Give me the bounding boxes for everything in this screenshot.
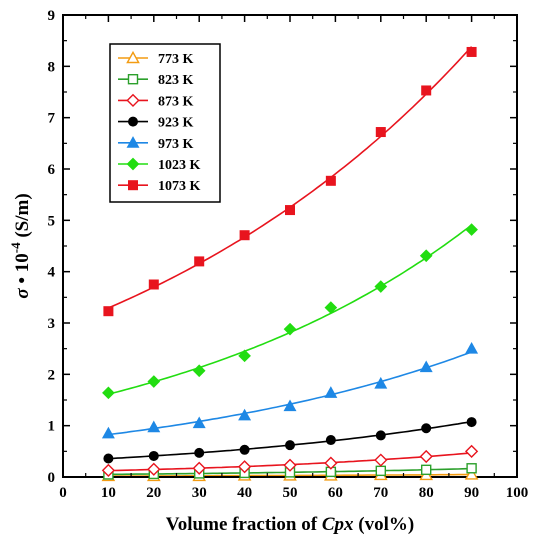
y-tick-label: 6 — [48, 162, 56, 178]
y-tick-labels: 0 1 2 3 4 5 6 7 8 9 — [48, 8, 56, 486]
marker-series-3-point-7 — [421, 423, 432, 434]
marker-series-6-point-8 — [466, 46, 477, 57]
x-tick-label: 0 — [59, 485, 67, 501]
legend-label-5: 1023 K — [158, 158, 201, 173]
y-tick-label: 0 — [48, 470, 56, 486]
y-tick-label: 1 — [48, 419, 56, 435]
marker-series-4-point-4 — [283, 399, 297, 412]
marker-series-4-point-5 — [324, 386, 338, 398]
x-tick-label: 40 — [237, 485, 252, 501]
marker-series-4-point-6 — [374, 376, 388, 389]
marker-series-4-point-3 — [238, 408, 252, 421]
marker-series-6-point-6 — [375, 127, 386, 138]
marker-series-5-point-8 — [465, 223, 478, 236]
legend: 773 K 823 K 873 K 923 K 973 K 1023 K 1073 K — [109, 43, 221, 203]
marker-series-3-point-1 — [148, 450, 159, 461]
legend-label-4: 973 K — [158, 137, 194, 152]
legend-marker-4 — [126, 136, 140, 148]
marker-series-2-point-8 — [464, 444, 479, 458]
x-tick-label: 20 — [146, 485, 161, 501]
x-tick-label: 100 — [506, 485, 529, 501]
y-tick-label: 9 — [48, 8, 56, 24]
y-tick-label: 5 — [48, 213, 56, 229]
legend-marker-1 — [127, 73, 139, 85]
marker-series-3-point-5 — [325, 435, 336, 446]
marker-series-4-point-7 — [419, 360, 433, 373]
marker-series-6-point-3 — [239, 230, 250, 241]
marker-series-1-point-6 — [375, 465, 386, 477]
x-axis-title: Volume fraction of Cpx (vol%) — [166, 514, 414, 535]
legend-label-1: 823 K — [158, 73, 194, 88]
marker-series-6-point-4 — [285, 205, 295, 216]
x-tick-label: 30 — [192, 485, 207, 501]
y-tick-label: 2 — [48, 367, 56, 383]
marker-series-3-point-8 — [466, 417, 477, 428]
marker-series-0-point-8 — [464, 467, 479, 480]
marker-series-2-point-5 — [324, 456, 338, 470]
x-tick-label: 70 — [373, 485, 388, 501]
marker-series-3-point-3 — [239, 444, 250, 455]
y-axis-title: σ • 10-4 (S/m) — [8, 193, 33, 298]
legend-marker-5 — [126, 157, 140, 171]
legend-marker-0 — [126, 50, 140, 64]
marker-series-5-point-0 — [102, 386, 115, 400]
marker-series-6-point-7 — [421, 85, 432, 96]
legend-label-3: 923 K — [158, 116, 194, 131]
marker-series-5-point-6 — [374, 280, 388, 293]
x-tick-label: 90 — [464, 485, 479, 501]
marker-series-5-point-2 — [192, 364, 206, 378]
marker-series-2-point-7 — [419, 449, 433, 464]
marker-series-4-point-8 — [465, 342, 479, 354]
legend-label-2: 873 K — [158, 94, 194, 109]
marker-series-2-point-0 — [101, 463, 116, 477]
marker-series-2-point-6 — [374, 453, 388, 467]
legend-label-0: 773 K — [158, 52, 194, 67]
legend-marker-2 — [126, 93, 140, 108]
marker-series-2-point-3 — [237, 460, 252, 474]
legend-marker-6 — [128, 180, 138, 191]
marker-series-5-point-5 — [324, 301, 338, 314]
marker-series-5-point-7 — [419, 249, 433, 263]
x-tick-label: 60 — [328, 485, 343, 501]
marker-series-4-point-2 — [192, 416, 206, 429]
marker-series-6-point-5 — [325, 175, 336, 186]
marker-series-2-point-2 — [192, 461, 206, 475]
fit-curve-series-5 — [108, 224, 473, 395]
data-markers — [101, 46, 479, 482]
x-tick-labels: 0 10 20 30 40 50 60 70 80 90 100 — [59, 485, 528, 501]
x-tick-label: 10 — [101, 485, 116, 501]
marker-series-6-point-2 — [194, 256, 205, 267]
marker-series-3-point-6 — [375, 430, 386, 441]
fit-curve-series-4 — [108, 351, 472, 436]
marker-series-2-point-4 — [283, 458, 297, 472]
y-tick-label: 3 — [48, 316, 56, 332]
x-tick-label: 80 — [419, 485, 434, 501]
y-tick-label: 8 — [48, 59, 56, 75]
marker-series-6-point-0 — [103, 306, 114, 317]
x-tick-label: 50 — [283, 485, 298, 501]
y-tick-label: 4 — [48, 265, 56, 281]
marker-series-4-point-0 — [101, 426, 115, 439]
marker-series-5-point-4 — [283, 322, 297, 336]
marker-series-1-point-8 — [466, 463, 477, 474]
marker-series-5-point-1 — [147, 375, 161, 388]
y-tick-label: 7 — [48, 111, 56, 127]
legend-label-6: 1073 K — [158, 179, 201, 194]
marker-series-3-point-0 — [103, 453, 114, 464]
marker-series-2-point-1 — [147, 462, 161, 476]
marker-series-1-point-7 — [421, 464, 432, 476]
legend-marker-3 — [128, 116, 138, 127]
marker-series-4-point-1 — [147, 420, 161, 433]
marker-series-3-point-4 — [285, 440, 295, 451]
marker-series-6-point-1 — [148, 279, 159, 290]
marker-series-5-point-3 — [238, 349, 251, 363]
marker-series-3-point-2 — [194, 447, 205, 458]
